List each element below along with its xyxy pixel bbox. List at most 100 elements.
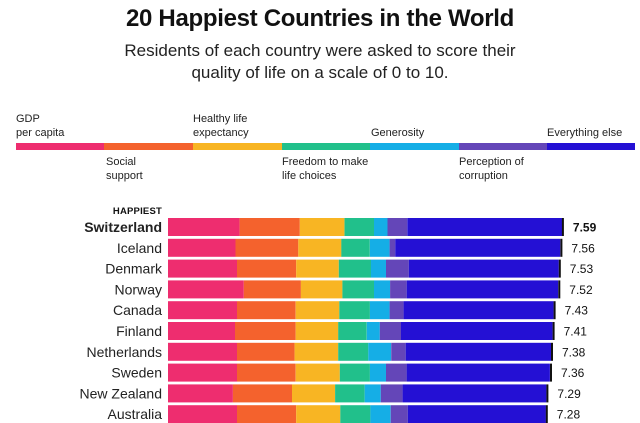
legend-health-label: Healthy life expectancy (193, 113, 249, 139)
bar-segment-generosity (374, 218, 388, 236)
bar-segment-everything (406, 280, 559, 299)
bar-segment-gdp (168, 259, 237, 278)
chart-subtitle: Residents of each country were asked to … (0, 40, 640, 84)
bar-segment-freedom (339, 301, 370, 320)
bar-segment-gdp (168, 301, 237, 320)
bar-end-marker (552, 322, 555, 340)
legend-social-label: Social support (106, 156, 143, 182)
bar-segment-health (292, 384, 336, 403)
chart-title: 20 Happiest Countries in the World (125, 5, 515, 32)
bar-segment-generosity (370, 405, 391, 423)
bar-segment-everything (406, 363, 550, 382)
legend-swatch-freedom (282, 143, 370, 150)
bar-segment-corruption (390, 280, 407, 299)
bar-segment-social (237, 405, 297, 423)
country-label: Australia (108, 406, 163, 422)
country-label: New Zealand (80, 385, 163, 401)
bar-segment-health (300, 280, 343, 299)
bar-segment-gdp (168, 238, 236, 257)
bar-segment-social (239, 218, 300, 236)
bar-segment-gdp (168, 405, 237, 423)
bar-segment-social (232, 384, 293, 403)
bar-segment-health (295, 322, 339, 340)
bar-segment-generosity (368, 342, 392, 361)
bar-segment-health (294, 342, 339, 361)
bar-segment-corruption (386, 363, 407, 382)
country-label: Canada (113, 302, 162, 318)
country-label: Sweden (111, 365, 162, 381)
bar-segment-freedom (339, 363, 370, 382)
score-label: 7.53 (570, 262, 594, 276)
country-label: Switzerland (84, 219, 162, 235)
score-label: 7.52 (569, 283, 593, 297)
bar-segment-health (295, 363, 340, 382)
happiest-tag: HAPPIEST (112, 206, 162, 217)
bar-segment-health (296, 405, 341, 423)
bar-segment-social (235, 238, 299, 257)
country-label: Netherlands (87, 344, 163, 360)
bar-segment-gdp (168, 218, 240, 236)
bar-segment-freedom (338, 342, 369, 361)
bar-segment-freedom (342, 280, 375, 299)
legend-corruption-label: Perception of corruption (459, 156, 524, 182)
bar-segment-gdp (168, 342, 237, 361)
bar-segment-corruption (379, 322, 402, 340)
score-label: 7.43 (565, 304, 589, 318)
score-label: 7.38 (562, 345, 586, 359)
bar-end-marker (553, 301, 556, 320)
bar-segment-everything (395, 238, 561, 257)
bar-end-marker (558, 280, 561, 299)
bar-segment-everything (405, 342, 551, 361)
bar-segment-gdp (168, 384, 233, 403)
country-label: Iceland (117, 240, 162, 256)
bar-segment-social (235, 322, 296, 340)
legend-gdp-label: GDP per capita (16, 113, 65, 139)
bar-segment-freedom (341, 238, 370, 257)
legend-generosity-label: Generosity (371, 127, 425, 139)
bar-segment-corruption (390, 405, 408, 423)
bar-segment-freedom (344, 218, 375, 236)
bar-segment-generosity (369, 363, 386, 382)
legend-swatch-corruption (459, 143, 547, 150)
bar-segment-generosity (364, 384, 381, 403)
bar-segment-social (237, 301, 296, 320)
bar-segment-freedom (340, 405, 371, 423)
bar-segment-social (237, 363, 296, 382)
score-label: 7.28 (557, 408, 581, 422)
score-label: 7.56 (571, 241, 595, 255)
bar-segment-gdp (168, 322, 235, 340)
legend-swatch-health (193, 143, 282, 150)
score-label: 7.29 (557, 387, 581, 401)
bar-segment-social (237, 259, 297, 278)
bar-segment-health (299, 218, 345, 236)
country-label: Finland (116, 323, 162, 339)
legend-everything-label: Everything else (547, 127, 623, 139)
bar-segment-corruption (386, 259, 409, 278)
country-label: Norway (115, 281, 162, 297)
bar-segment-everything (402, 384, 547, 403)
bar-end-marker (546, 384, 549, 403)
bar-end-marker (561, 218, 564, 236)
bar-segment-health (298, 238, 342, 257)
bar-end-marker (550, 363, 552, 382)
bar-segment-everything (401, 322, 553, 340)
bar-segment-generosity (366, 322, 380, 340)
legend-swatch-social (104, 143, 193, 150)
bar-segment-health (295, 301, 340, 320)
bar-segment-everything (407, 405, 546, 423)
bar-segment-corruption (387, 218, 408, 236)
bar-segment-health (296, 259, 339, 278)
bar-segment-everything (408, 259, 559, 278)
bar-end-marker (545, 405, 548, 423)
legend-freedom-label: Freedom to make life choices (282, 156, 369, 182)
bar-end-marker (560, 238, 563, 257)
score-label: 7.36 (561, 366, 585, 380)
bar-segment-everything (403, 301, 554, 320)
bar-segment-gdp (168, 280, 244, 299)
bar-segment-freedom (335, 384, 365, 403)
legend-swatch-everything (547, 143, 635, 150)
bar-segment-generosity (374, 280, 391, 299)
bar-segment-corruption (389, 301, 404, 320)
bar-segment-corruption (380, 384, 403, 403)
